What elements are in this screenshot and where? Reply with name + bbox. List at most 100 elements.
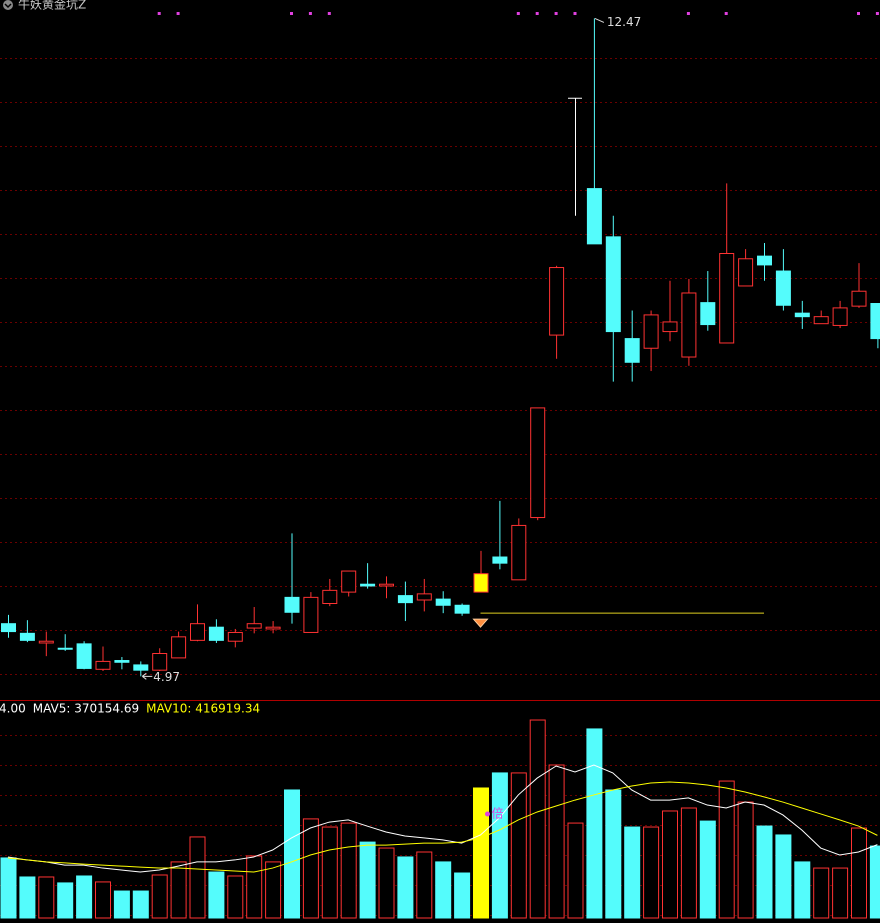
title-icon-arrow: [4, 3, 12, 9]
candle-body: [662, 321, 678, 333]
volume-bar: [95, 881, 111, 919]
volume-bar: [208, 871, 225, 919]
title-icon: [3, 0, 13, 10]
candle-body: [794, 312, 810, 318]
candle-body: [341, 570, 357, 593]
candle-body: [171, 636, 187, 659]
volume-bar: [76, 875, 93, 919]
volume-bar: [302, 818, 319, 919]
signal-dot: [176, 12, 180, 15]
candle-body: [95, 660, 111, 670]
volume-bar: [435, 861, 452, 919]
volume-bar: [813, 867, 830, 919]
candle-body: [492, 556, 508, 564]
candle-body: [757, 255, 772, 266]
ma-line: [7, 764, 878, 873]
signal-dot: [516, 12, 520, 15]
chart-title: 牛妖黄金坑Z: [18, 0, 86, 12]
candle-body: [586, 188, 602, 245]
candle-body: [284, 596, 300, 613]
volume-bar: [340, 822, 357, 919]
candle-body: [265, 626, 281, 630]
candle-body: [227, 631, 243, 642]
volume-bar: [756, 825, 773, 919]
volume-bar: [851, 827, 867, 919]
volume-bar: [548, 764, 565, 919]
candle-body: [379, 583, 394, 587]
candle-body: [549, 267, 565, 336]
signal-dot: [554, 12, 558, 15]
annotation-label: 12.47: [607, 15, 641, 29]
candle-body: [530, 407, 546, 519]
volume-bar: [189, 836, 206, 919]
volume-bar: [832, 867, 849, 919]
volume-bar: [416, 851, 433, 919]
volume-bar: [510, 772, 527, 919]
candle-body: [360, 583, 376, 587]
volume-bar: [680, 807, 697, 919]
volume-bar: [57, 882, 74, 919]
annotation-arrow: [142, 672, 153, 680]
candle-body: [643, 314, 659, 349]
signal-dot: [157, 12, 161, 15]
volume-bar: [473, 787, 489, 919]
signal-dot: [535, 12, 539, 15]
candle-body: [190, 623, 205, 641]
candle-body: [246, 623, 262, 629]
volume-bar: [491, 772, 508, 919]
volume-bar: [775, 834, 792, 919]
candle-body: [76, 643, 92, 669]
volume-bar: [246, 855, 263, 919]
annotation-arrow: [594, 17, 605, 23]
signal-dot: [875, 12, 879, 15]
marker-dot: [485, 811, 490, 817]
candle-body: [397, 595, 413, 604]
volume-bar: [378, 847, 395, 919]
volume-legend-item: MAV10: 416919.34: [146, 702, 260, 716]
candle-body: [38, 640, 54, 644]
volume-legend-item: MAV5: 370154.69: [33, 702, 139, 716]
candle-body: [775, 270, 791, 306]
volume-bar: [529, 719, 546, 919]
candle-body: [738, 258, 754, 287]
volume-bar: [586, 728, 603, 919]
ma-line: [7, 781, 878, 873]
candle-body: [832, 307, 848, 326]
volume-bar: [113, 890, 130, 919]
volume-bar: [869, 845, 880, 919]
candle-body: [303, 596, 319, 633]
volume-bar: [265, 861, 282, 919]
candle-body: [624, 338, 640, 363]
volume-bar: [737, 801, 754, 919]
candle-body: [511, 524, 527, 581]
volume-bar: [170, 861, 187, 919]
candle-body: [870, 303, 880, 340]
volume-bar: [718, 780, 735, 919]
signal-dot: [290, 12, 293, 15]
volume-bar: [227, 875, 244, 919]
candle-body: [435, 598, 451, 606]
volume-bar: [359, 841, 376, 919]
volume-bar: [567, 822, 584, 919]
candle-body: [1, 623, 16, 633]
candle-body: [19, 632, 35, 641]
volume-bar: [132, 890, 149, 919]
volume-bar: [643, 826, 660, 919]
signal-diamond: [472, 618, 489, 628]
volume-bar: [605, 789, 622, 919]
candle-body: [133, 664, 149, 671]
candle-body: [322, 589, 338, 605]
volume-bar: [454, 872, 471, 919]
volume-bar: [624, 826, 641, 919]
volume-bar: [662, 810, 678, 919]
candle-body: [851, 290, 867, 307]
volume-bar: [397, 856, 414, 919]
volume-bar: [0, 857, 17, 919]
signal-dot: [573, 12, 577, 15]
candle-body: [114, 660, 130, 663]
marker-label: 倍: [492, 805, 504, 820]
candle-body: [719, 253, 735, 344]
candle-body: [208, 626, 224, 641]
signal-dot: [686, 12, 690, 15]
